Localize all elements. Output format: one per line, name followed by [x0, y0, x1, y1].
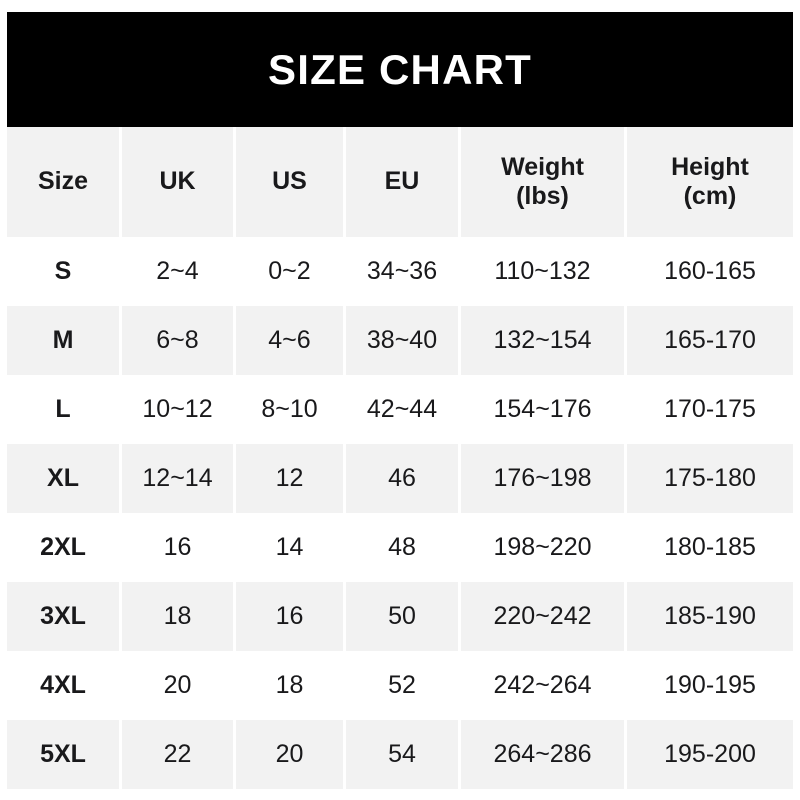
table-row: XL 12~14 12 46 176~198 175-180 — [7, 444, 793, 513]
cell-height: 185-190 — [627, 582, 793, 651]
cell-uk: 18 — [122, 582, 236, 651]
cell-size: S — [7, 237, 122, 306]
cell-uk: 2~4 — [122, 237, 236, 306]
column-header-us: US — [236, 127, 346, 237]
column-header-uk: UK — [122, 127, 236, 237]
table-row: 5XL 22 20 54 264~286 195-200 — [7, 720, 793, 789]
cell-us: 0~2 — [236, 237, 346, 306]
cell-weight: 198~220 — [461, 513, 627, 582]
cell-size: 3XL — [7, 582, 122, 651]
cell-eu: 48 — [346, 513, 461, 582]
cell-weight: 110~132 — [461, 237, 627, 306]
cell-size: XL — [7, 444, 122, 513]
table-row: 3XL 18 16 50 220~242 185-190 — [7, 582, 793, 651]
title-banner: SIZE CHART — [7, 12, 793, 127]
cell-weight: 264~286 — [461, 720, 627, 789]
cell-us: 16 — [236, 582, 346, 651]
cell-weight: 242~264 — [461, 651, 627, 720]
cell-height: 190-195 — [627, 651, 793, 720]
cell-height: 195-200 — [627, 720, 793, 789]
cell-size: M — [7, 306, 122, 375]
cell-uk: 10~12 — [122, 375, 236, 444]
table-row: 2XL 16 14 48 198~220 180-185 — [7, 513, 793, 582]
column-header-eu: EU — [346, 127, 461, 237]
cell-weight: 220~242 — [461, 582, 627, 651]
column-header-uk-label: UK — [159, 167, 196, 196]
column-header-height-label: Height — [671, 152, 749, 181]
cell-weight: 154~176 — [461, 375, 627, 444]
cell-weight: 176~198 — [461, 444, 627, 513]
cell-uk: 6~8 — [122, 306, 236, 375]
cell-us: 20 — [236, 720, 346, 789]
cell-eu: 52 — [346, 651, 461, 720]
cell-us: 18 — [236, 651, 346, 720]
column-header-weight-unit: (lbs) — [516, 182, 569, 210]
page-title: SIZE CHART — [268, 45, 532, 93]
cell-eu: 50 — [346, 582, 461, 651]
cell-uk: 16 — [122, 513, 236, 582]
table-head: Size UK US EU Weight (lbs) Height (cm) — [7, 127, 793, 237]
column-header-height: Height (cm) — [627, 127, 793, 237]
column-header-size: Size — [7, 127, 122, 237]
cell-eu: 34~36 — [346, 237, 461, 306]
size-chart-table: Size UK US EU Weight (lbs) Height (cm) — [7, 127, 793, 789]
column-header-weight-label: Weight — [501, 152, 584, 181]
table-row: L 10~12 8~10 42~44 154~176 170-175 — [7, 375, 793, 444]
cell-size: 4XL — [7, 651, 122, 720]
cell-height: 180-185 — [627, 513, 793, 582]
cell-us: 8~10 — [236, 375, 346, 444]
cell-uk: 22 — [122, 720, 236, 789]
cell-size: 2XL — [7, 513, 122, 582]
column-header-us-label: US — [272, 167, 307, 196]
cell-eu: 42~44 — [346, 375, 461, 444]
cell-size: L — [7, 375, 122, 444]
column-header-height-unit: (cm) — [683, 182, 737, 210]
cell-eu: 46 — [346, 444, 461, 513]
column-header-size-label: Size — [37, 167, 89, 196]
cell-size: 5XL — [7, 720, 122, 789]
table-row: 4XL 20 18 52 242~264 190-195 — [7, 651, 793, 720]
table-body: S 2~4 0~2 34~36 110~132 160-165 M 6~8 4~6 38~40 13… — [7, 237, 793, 789]
column-header-eu-label: EU — [384, 167, 420, 196]
cell-eu: 54 — [346, 720, 461, 789]
cell-us: 4~6 — [236, 306, 346, 375]
cell-us: 12 — [236, 444, 346, 513]
cell-height: 175-180 — [627, 444, 793, 513]
cell-uk: 12~14 — [122, 444, 236, 513]
cell-height: 170-175 — [627, 375, 793, 444]
cell-height: 160-165 — [627, 237, 793, 306]
cell-weight: 132~154 — [461, 306, 627, 375]
cell-eu: 38~40 — [346, 306, 461, 375]
column-header-weight: Weight (lbs) — [461, 127, 627, 237]
cell-us: 14 — [236, 513, 346, 582]
table-row: S 2~4 0~2 34~36 110~132 160-165 — [7, 237, 793, 306]
table-row: M 6~8 4~6 38~40 132~154 165-170 — [7, 306, 793, 375]
cell-height: 165-170 — [627, 306, 793, 375]
table-header-row: Size UK US EU Weight (lbs) Height (cm) — [7, 127, 793, 237]
cell-uk: 20 — [122, 651, 236, 720]
